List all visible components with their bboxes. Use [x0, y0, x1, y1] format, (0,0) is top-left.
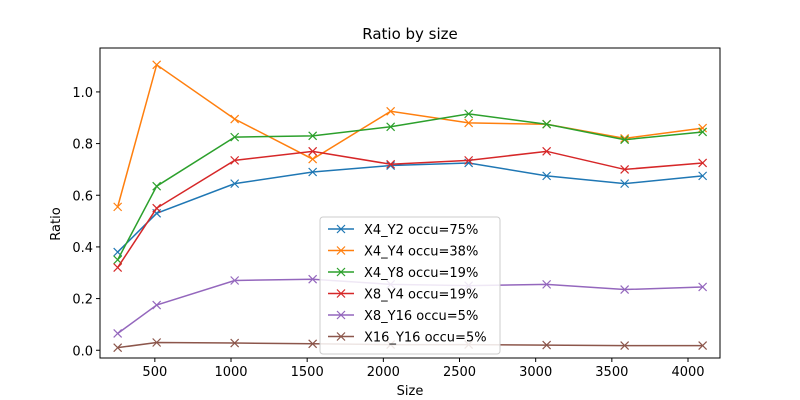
data-point-marker	[386, 159, 396, 169]
legend-item: X4_Y4 occu=38%	[328, 245, 478, 260]
legend-label: X8_Y16 occu=5%	[364, 309, 478, 324]
legend-item: X8_Y16 occu=5%	[328, 309, 478, 324]
legend: X4_Y2 occu=75% X4_Y4 occu=38% X4_Y8 occu=1…	[319, 216, 501, 355]
axis-ticks: 500 1000 1500 2000 2500 3000 3500 4000 0.0 0.2 0.4…	[72, 86, 704, 380]
data-point-marker	[464, 118, 474, 128]
data-point-marker	[698, 127, 708, 137]
data-point-marker	[152, 203, 162, 213]
series-0	[113, 158, 708, 257]
x-tick-label: 3000	[519, 365, 552, 380]
data-point-marker	[230, 132, 240, 142]
data-point-marker	[113, 329, 123, 338]
data-point-marker	[542, 119, 552, 129]
chart-title: Ratio by size	[362, 25, 458, 43]
data-point-marker	[542, 279, 552, 289]
x-tick-label: 1500	[291, 365, 324, 380]
data-point-marker	[230, 179, 240, 189]
data-point-marker	[698, 123, 708, 133]
data-point-marker	[464, 155, 474, 165]
y-tick-label: 0.6	[72, 189, 93, 204]
data-point-marker	[152, 338, 162, 347]
data-point-marker	[308, 167, 318, 177]
y-tick-label: 0.2	[72, 293, 93, 308]
x-tick-label: 1000	[214, 365, 247, 380]
data-point-marker	[230, 114, 240, 124]
legend-label: X4_Y2 occu=75%	[364, 223, 478, 238]
data-point-marker	[308, 154, 318, 164]
series-2	[113, 109, 708, 265]
data-point-marker	[113, 263, 123, 273]
x-tick-label: 2000	[367, 365, 400, 380]
data-point-marker	[464, 109, 474, 119]
legend-item: X16_Y16 occu=5%	[328, 331, 487, 346]
plot-frame	[99, 47, 721, 359]
series-3	[113, 146, 708, 273]
plot-series	[113, 60, 708, 353]
x-tick-label: 500	[142, 365, 167, 380]
legend-label: X16_Y16 occu=5%	[364, 331, 487, 346]
data-point-marker	[308, 274, 318, 284]
data-point-marker	[230, 338, 240, 348]
x-tick-label: 4000	[671, 365, 704, 380]
data-point-marker	[152, 60, 162, 70]
x-tick-label: 2500	[443, 365, 476, 380]
y-tick-label: 0.0	[72, 344, 93, 359]
data-point-marker	[308, 146, 318, 156]
legend-label: X8_Y4 occu=19%	[364, 288, 478, 303]
data-point-marker	[698, 158, 708, 168]
data-point-marker	[113, 202, 123, 212]
data-point-marker	[542, 146, 552, 156]
data-point-marker	[542, 340, 552, 350]
data-point-marker	[230, 155, 240, 165]
data-point-marker	[386, 122, 396, 132]
y-tick-label: 0.4	[72, 241, 93, 256]
data-point-marker	[386, 161, 396, 170]
data-point-marker	[308, 131, 318, 141]
legend-label: X4_Y4 occu=38%	[364, 245, 478, 260]
y-tick-label: 1.0	[72, 86, 93, 101]
data-point-marker	[620, 164, 630, 174]
legend-item: X4_Y8 occu=19%	[328, 266, 478, 281]
data-point-marker	[620, 179, 630, 189]
y-axis-label: Ratio	[49, 207, 64, 240]
legend-box	[319, 216, 501, 355]
data-point-marker	[620, 135, 630, 145]
data-point-marker	[620, 133, 630, 143]
legend-item: X4_Y2 occu=75%	[328, 223, 478, 238]
data-point-marker	[542, 171, 552, 181]
legend-label: X4_Y8 occu=19%	[364, 266, 478, 281]
data-point-marker	[698, 341, 708, 351]
data-point-marker	[152, 300, 162, 310]
data-point-marker	[620, 341, 630, 351]
x-tick-label: 3500	[595, 365, 628, 380]
data-point-marker	[620, 285, 630, 294]
legend-item: X8_Y4 occu=19%	[328, 288, 478, 303]
data-point-marker	[230, 276, 240, 285]
x-axis-label: Size	[397, 384, 424, 399]
data-point-marker	[152, 181, 162, 191]
y-tick-label: 0.8	[72, 138, 93, 153]
data-point-marker	[698, 282, 708, 292]
data-point-marker	[698, 171, 708, 181]
data-point-marker	[308, 339, 318, 349]
data-point-marker	[113, 343, 123, 353]
data-point-marker	[386, 106, 396, 116]
